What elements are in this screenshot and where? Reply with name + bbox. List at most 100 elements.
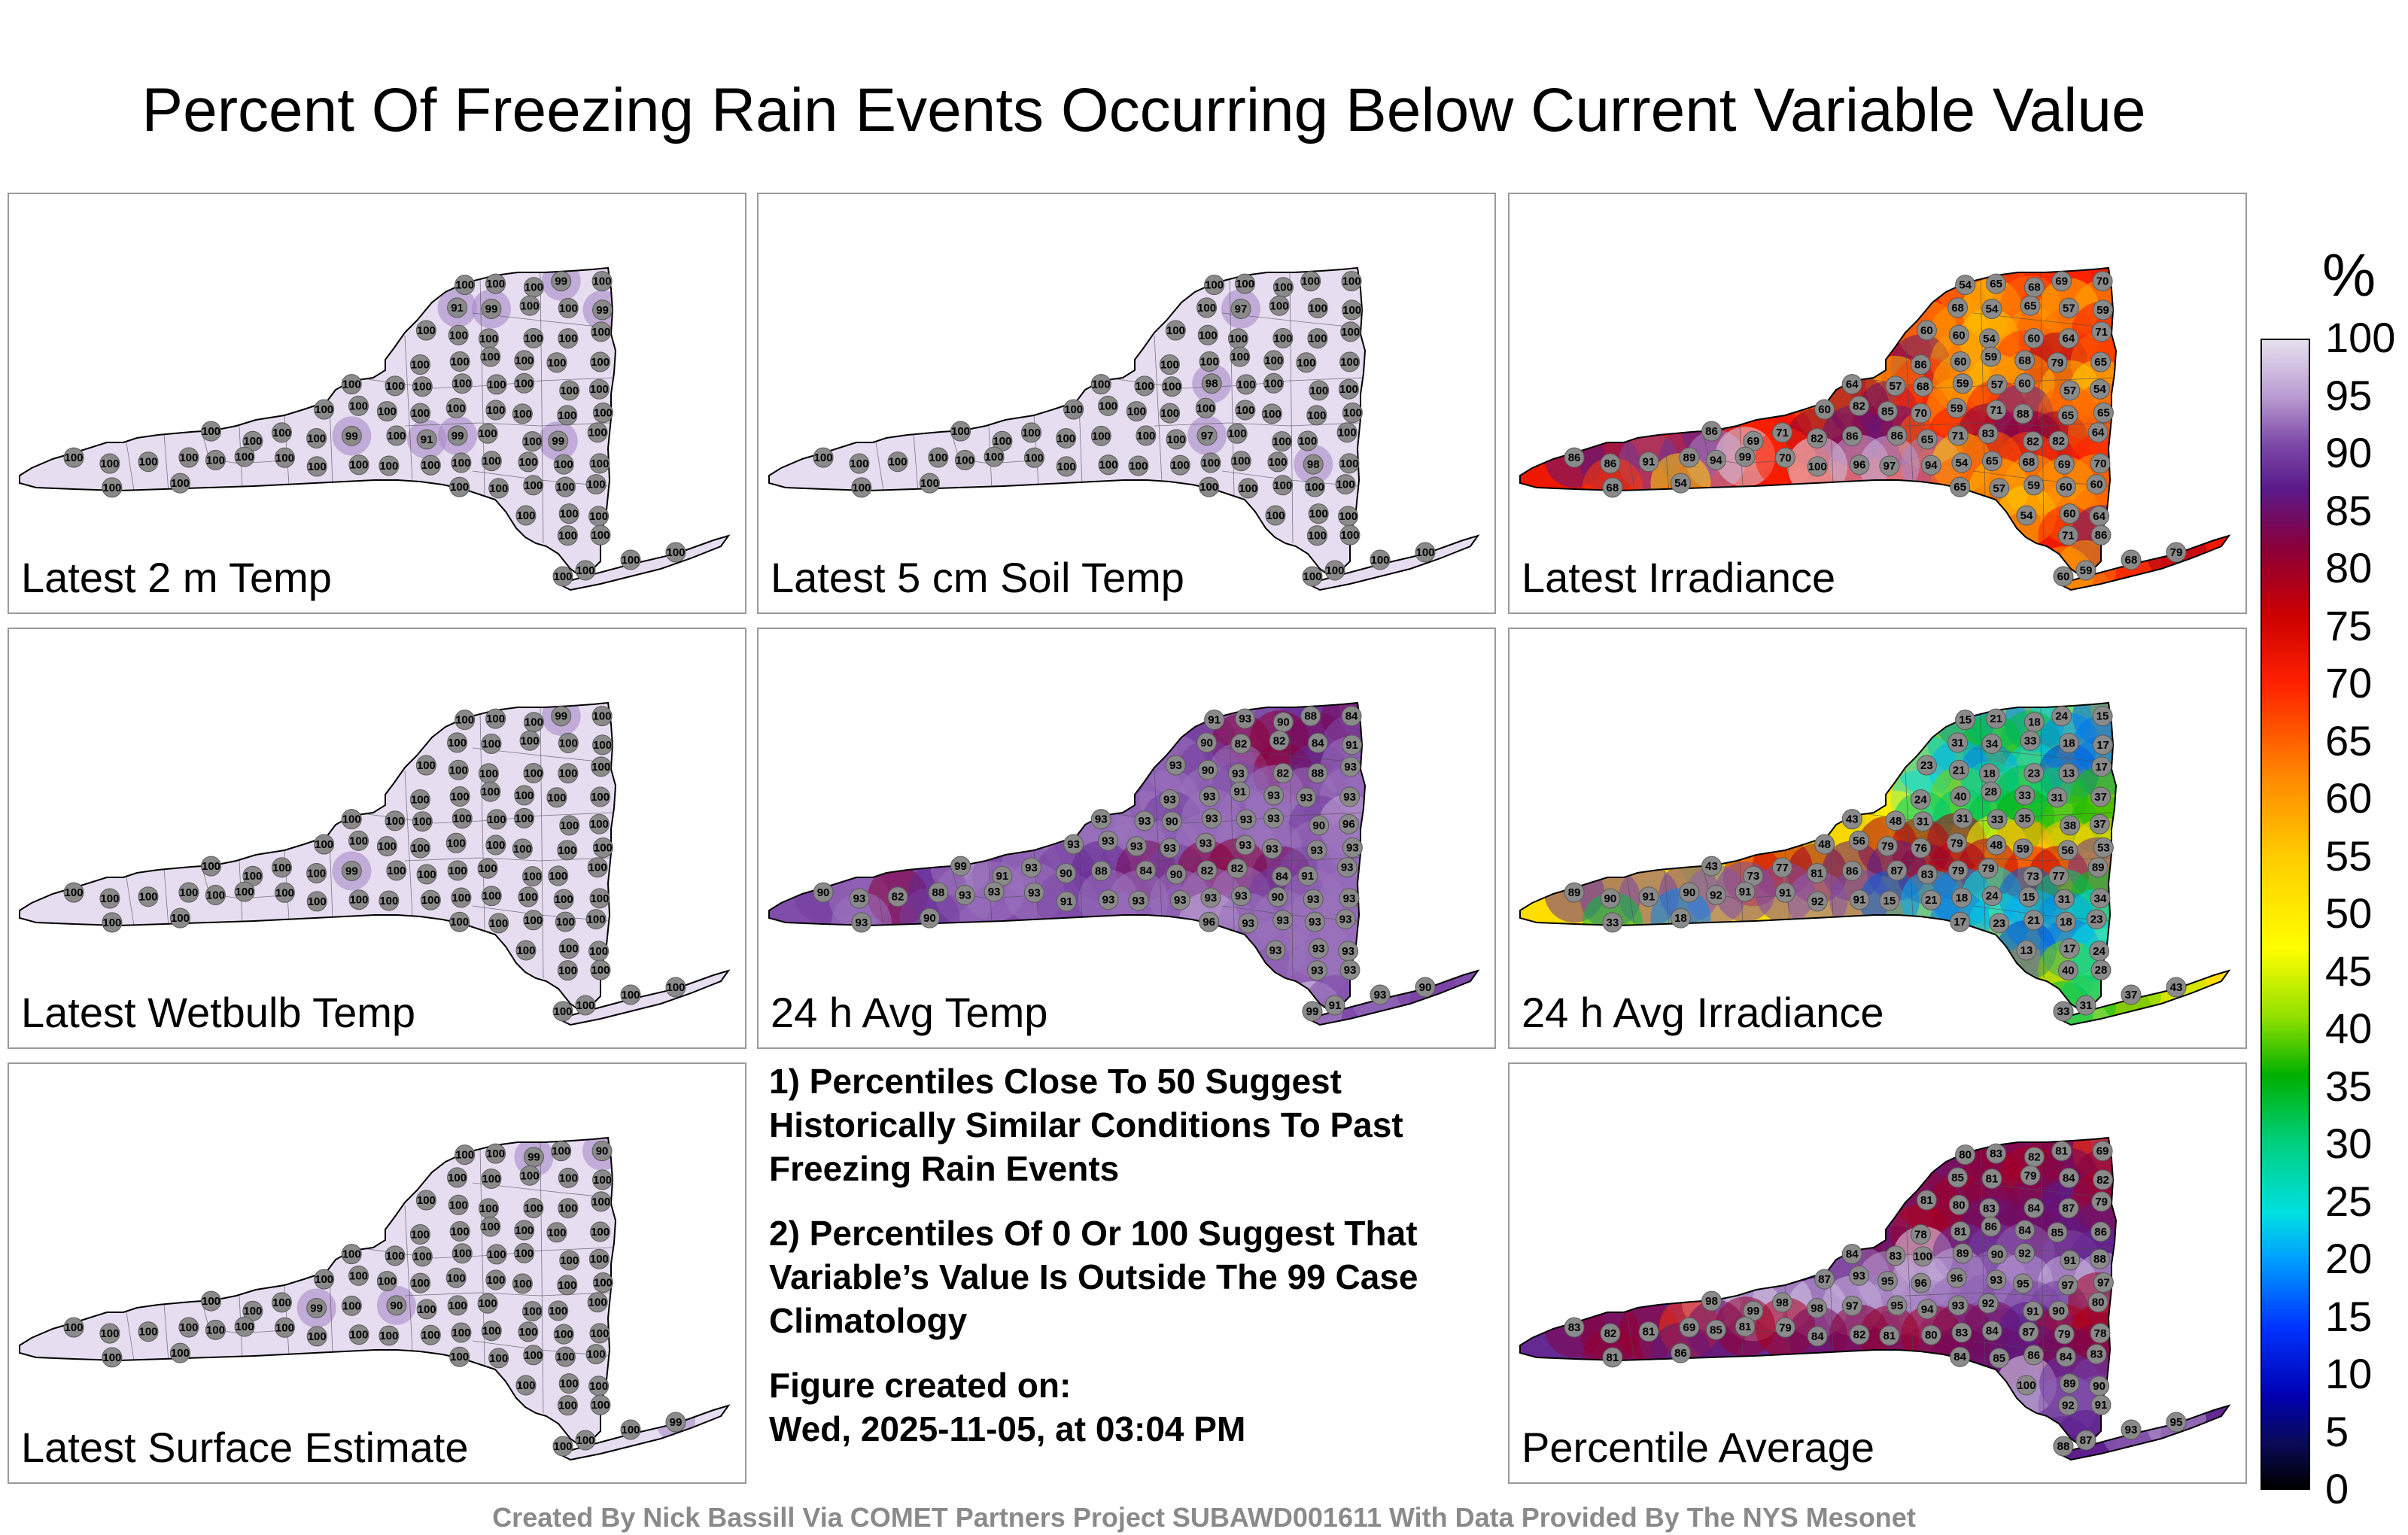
station-value: 93 [2125, 1424, 2138, 1436]
station-value: 86 [1846, 865, 1859, 877]
station-value: 100 [1129, 460, 1148, 473]
colorbar-tick: 70 [2325, 659, 2373, 707]
station-marker: 100 [455, 710, 476, 731]
station-value: 100 [850, 457, 868, 470]
station-value: 18 [1956, 892, 1969, 904]
station-marker: 98 [1201, 373, 1222, 394]
colorbar-tick: 35 [2325, 1062, 2373, 1110]
station-marker: 100 [587, 422, 608, 443]
station-value: 33 [1991, 813, 2004, 826]
station-marker: 100 [410, 1272, 431, 1293]
station-marker: 90 [591, 1141, 613, 1162]
station-marker: 96 [1849, 454, 1870, 476]
station-value: 93 [1990, 1274, 2003, 1287]
station-value: 99 [485, 302, 498, 315]
station-value: 100 [243, 870, 262, 883]
station-value: 31 [1917, 816, 1929, 828]
station-marker: 100 [1302, 566, 1323, 587]
note-percentiles-50: 1) Percentiles Close To 50 Suggest Histo… [769, 1062, 1403, 1188]
station-value: 100 [453, 1248, 472, 1260]
station-marker: 94 [1705, 449, 1726, 470]
station-marker: 100 [523, 910, 544, 931]
station-marker: 93 [1261, 838, 1282, 859]
station-marker: 83 [1986, 1143, 2007, 1164]
station-value: 100 [515, 789, 534, 802]
station-marker: 100 [928, 447, 949, 468]
station-marker: 100 [478, 763, 499, 784]
station-value: 99 [555, 710, 567, 723]
station-marker: 93 [954, 884, 975, 905]
station-marker: 100 [178, 1317, 199, 1338]
station-value: 100 [594, 407, 613, 420]
station-value: 93 [1341, 862, 1354, 874]
map-panel-temp2m: 100 100 100 99 100 91 99 100 100 99 100 100 100 100 10… [8, 193, 746, 614]
station-marker: 65 [1981, 451, 2002, 472]
station-marker: 100 [242, 430, 263, 451]
station-marker: 57 [1989, 478, 2010, 499]
station-value: 100 [556, 481, 575, 494]
station-value: 96 [1950, 1272, 1963, 1284]
station-value: 43 [1705, 860, 1718, 873]
station-value: 68 [1951, 302, 1964, 315]
station-marker: 100 [486, 809, 507, 830]
station-value: 100 [448, 1299, 467, 1312]
station-marker: 83 [1885, 1245, 1906, 1266]
station-marker: 100 [99, 888, 120, 909]
station-value: 28 [1984, 786, 1997, 798]
station-marker: 33 [2053, 1001, 2074, 1022]
station-value: 100 [455, 1149, 474, 1162]
station-value: 100 [243, 435, 262, 448]
station-marker: 100 [553, 454, 574, 475]
station-marker: 77 [2048, 865, 2069, 886]
station-value: 90 [923, 912, 936, 925]
station-value: 100 [513, 1278, 532, 1290]
station-value: 100 [587, 1348, 606, 1361]
station-value: 86 [1846, 430, 1859, 442]
station-value: 86 [2095, 529, 2108, 542]
station-marker: 99 [341, 860, 362, 881]
station-value: 79 [2051, 357, 2064, 369]
station-value: 94 [1710, 454, 1722, 467]
station-marker: 99 [523, 1147, 544, 1168]
station-value: 100 [1309, 302, 1327, 315]
station-value: 100 [1127, 406, 1146, 418]
station-value: 86 [1984, 1220, 1997, 1233]
station-marker: 100 [1063, 399, 1084, 420]
station-marker: 100 [552, 566, 573, 587]
station-value: 100 [65, 451, 84, 464]
station-marker: 97 [1841, 1295, 1862, 1316]
station-marker: 100 [1370, 549, 1391, 570]
station-value: 65 [1990, 278, 2002, 290]
station-value: 90 [2052, 1305, 2065, 1318]
station-marker: 100 [451, 1322, 472, 1343]
station-value: 93 [1344, 761, 1357, 774]
station-value: 100 [589, 945, 608, 958]
station-value: 100 [1201, 457, 1220, 470]
station-value: 64 [1846, 378, 1859, 391]
colorbar-tick: 10 [2325, 1350, 2373, 1397]
station-marker: 100 [1199, 476, 1220, 497]
station-marker: 100 [665, 542, 686, 563]
station-value: 100 [179, 451, 198, 464]
station-marker: 93 [1335, 909, 1356, 930]
station-value: 100 [2017, 1379, 2036, 1392]
station-value: 17 [2096, 739, 2109, 752]
station-marker: 97 [1879, 455, 1900, 476]
station-marker: 85 [2047, 1222, 2068, 1243]
station-value: 100 [479, 1202, 498, 1215]
station-marker: 18 [1978, 763, 1999, 784]
station-marker: 100 [588, 378, 610, 400]
station-value: 100 [516, 1379, 535, 1392]
station-marker: 100 [851, 477, 872, 498]
station-value: 100 [1274, 281, 1293, 294]
station-value: 100 [590, 818, 609, 831]
station-value: 79 [1952, 865, 1965, 877]
station-marker: 100 [1342, 299, 1363, 321]
station-marker: 81 [1735, 1316, 1756, 1337]
station-value: 31 [1951, 737, 1964, 749]
station-value: 84 [1846, 1248, 1859, 1261]
station-marker: 54 [1978, 328, 1999, 349]
ny-state-map: 80 83 82 81 69 85 81 79 84 82 81 80 83 84 87 79 78 81 86 84… [1519, 1136, 2231, 1461]
station-value: 100 [621, 989, 640, 1002]
station-value: 100 [486, 1274, 505, 1287]
